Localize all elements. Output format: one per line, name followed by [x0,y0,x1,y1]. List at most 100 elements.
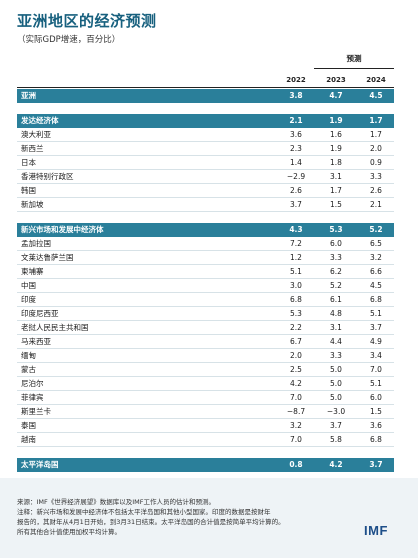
table-row: 缅甸 2.0 3.3 3.4 [17,349,394,363]
table-row: 泰国 3.2 3.7 3.6 [17,419,394,433]
table-cell: 2.5 [290,365,302,374]
group-value: 4.5 [369,91,383,100]
table-cell: 6.8 [370,435,382,444]
country-name: 香港特别行政区 [21,172,74,181]
table-cell: 5.0 [330,393,342,402]
table-row: 新加坡 3.7 1.5 2.1 [17,198,394,212]
table-cell: 3.2 [290,421,302,430]
table-row: 老挝人民民主共和国 2.2 3.1 3.7 [17,321,394,335]
table-cell: 3.2 [370,253,382,262]
country-name: 孟加拉国 [21,239,51,248]
table-cell: 5.0 [330,379,342,388]
table-cell: 4.2 [290,379,302,388]
country-name: 印度 [21,295,36,304]
country-name: 新加坡 [21,200,44,209]
table-cell: 4.8 [330,309,342,318]
table-cell: 3.1 [330,172,342,181]
group-value: 2.1 [289,116,303,125]
country-name: 柬埔寨 [21,267,44,276]
table-row: 新西兰 2.3 1.9 2.0 [17,142,394,156]
table-cell: 5.1 [370,309,382,318]
table-cell: 6.0 [370,393,382,402]
table-cell: 6.5 [370,239,382,248]
table-cell: 6.2 [330,267,342,276]
table-cell: 7.0 [290,435,302,444]
country-name: 韩国 [21,186,36,195]
table-cell: 6.0 [330,239,342,248]
group-name: 发达经济体 [21,116,59,125]
country-name: 日本 [21,158,36,167]
group-value: 3.8 [289,91,303,100]
table-row: 越南 7.0 5.8 6.8 [17,433,394,447]
table-row: 印度尼西亚 5.3 4.8 5.1 [17,307,394,321]
table-cell: 6.8 [370,295,382,304]
country-name: 文莱达鲁萨兰国 [21,253,74,262]
country-name: 泰国 [21,421,36,430]
group-value: 4.7 [329,91,343,100]
table-cell: 4.9 [370,337,382,346]
group-value: 1.7 [369,116,383,125]
table-row: 斯里兰卡 −8.7 −3.0 1.5 [17,405,394,419]
table-cell: 1.9 [330,144,342,153]
table-cell: 1.7 [370,130,382,139]
table-row: 文莱达鲁萨兰国 1.2 3.3 3.2 [17,251,394,265]
table-row: 孟加拉国 7.2 6.0 6.5 [17,237,394,251]
table-cell: 3.0 [290,281,302,290]
table-cell: 1.5 [330,200,342,209]
group-row: 发达经济体 2.1 1.9 1.7 [17,114,394,128]
group-name: 太平洋岛国 [21,460,59,469]
group-value: 4.2 [329,460,343,469]
country-name: 蒙古 [21,365,36,374]
table-cell: 3.7 [330,421,342,430]
table-row: 澳大利亚 3.6 1.6 1.7 [17,128,394,142]
table-cell: 5.0 [330,365,342,374]
table-row: 蒙古 2.5 5.0 7.0 [17,363,394,377]
note-line: 来源：IMF《世界经济展望》数据库以及IMF工作人员的估计和预测。 [17,498,216,506]
table-cell: 5.3 [290,309,302,318]
table-cell: 3.6 [370,421,382,430]
imf-logo: IMF [364,523,388,538]
group-name: 亚洲 [21,91,36,100]
table-cell: −2.9 [286,172,306,181]
table-row: 印度 6.8 6.1 6.8 [17,293,394,307]
group-value: 4.3 [289,225,303,234]
page-subtitle: （实际GDP增速，百分比） [17,35,121,45]
column-header: 2023 [326,76,346,84]
note-line: 所有其他合计值使用加权平均计算。 [17,528,121,536]
table-cell: 0.9 [370,158,382,167]
table-cell: 7.0 [370,365,382,374]
table-cell: 5.1 [290,267,302,276]
country-name: 马来西亚 [21,337,51,346]
table-cell: 2.6 [290,186,302,195]
table-cell: 3.3 [330,351,342,360]
table-row: 菲律宾 7.0 5.0 6.0 [17,391,394,405]
table-cell: 2.1 [370,200,382,209]
table-cell: 4.5 [370,281,382,290]
table-cell: 3.6 [290,130,302,139]
table-cell: 6.7 [290,337,302,346]
table-cell: 3.1 [330,323,342,332]
table-cell: −3.0 [326,407,346,416]
country-name: 新西兰 [21,144,44,153]
table-cell: 1.2 [290,253,302,262]
table-cell: 4.4 [330,337,342,346]
table-cell: 5.8 [330,435,342,444]
table-cell: 5.2 [330,281,342,290]
country-name: 菲律宾 [21,393,44,402]
table-cell: 3.7 [370,323,382,332]
page-title: 亚洲地区的经济预测 [17,12,157,30]
table-cell: 1.4 [290,158,302,167]
country-name: 老挝人民民主共和国 [21,323,89,332]
table-cell: 3.7 [290,200,302,209]
table-cell: 7.2 [290,239,302,248]
header-rule [17,87,394,88]
group-value: 3.7 [369,460,383,469]
country-name: 斯里兰卡 [21,407,51,416]
projections-label: 预测 [346,54,362,63]
table-cell: 1.8 [330,158,342,167]
table-cell: 3.3 [370,172,382,181]
table-cell: 1.7 [330,186,342,195]
notes: 来源：IMF《世界经济展望》数据库以及IMF工作人员的估计和预测。 注释：新兴市… [17,497,357,537]
group-value: 1.9 [329,116,343,125]
note-line: 注释：新兴市场和发展中经济体不包括太平洋岛国和其他小型国家。印度的数据是按财年 [17,508,271,516]
